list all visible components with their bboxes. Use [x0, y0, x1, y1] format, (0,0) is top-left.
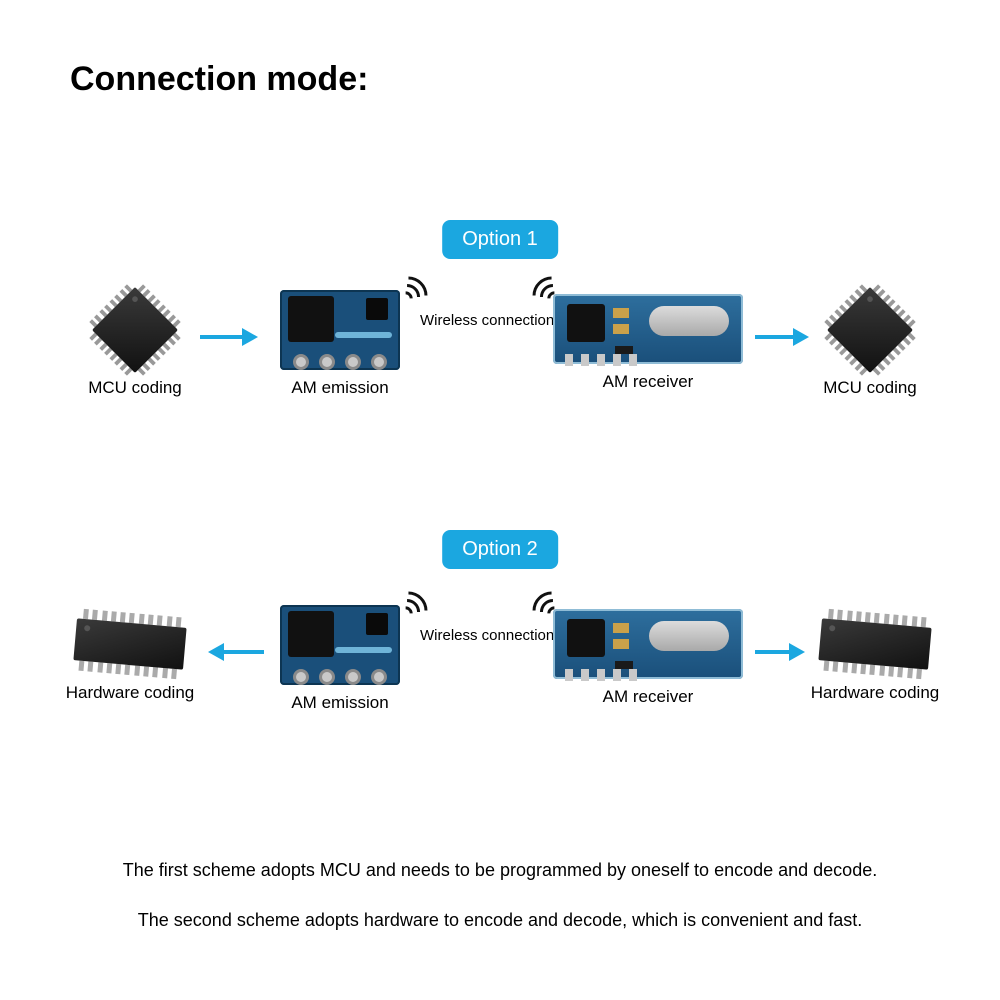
option-1-badge: Option 1	[442, 220, 558, 259]
option2-node-hw-left: Hardware coding	[55, 595, 205, 703]
footer-line-2: The second scheme adopts hardware to enc…	[0, 910, 1000, 931]
chip-qfp-icon	[81, 276, 188, 383]
wireless-connection-label: Wireless connection	[420, 312, 554, 329]
node-label: Hardware coding	[55, 683, 205, 703]
chip-qfp-icon	[816, 276, 923, 383]
footer-line-1: The first scheme adopts MCU and needs to…	[0, 860, 1000, 881]
pcb-receiver-icon	[553, 609, 743, 679]
option-2-row: Hardware coding AM emission Wireless con…	[0, 595, 1000, 765]
wireless-connection-label: Wireless connection	[420, 627, 554, 644]
arrow-right-icon	[755, 328, 809, 346]
option1-node-mcu-right: MCU coding	[810, 280, 930, 398]
option-2-badge: Option 2	[442, 530, 558, 569]
node-label: AM emission	[270, 693, 410, 713]
pcb-transmitter-icon	[280, 290, 400, 370]
option-1-row: MCU coding AM emission Wireless connecti…	[0, 280, 1000, 450]
option1-node-rx: AM receiver	[548, 280, 748, 392]
arrow-right-icon	[200, 328, 258, 346]
chip-soic-icon	[818, 608, 933, 679]
node-label: AM receiver	[548, 687, 748, 707]
option2-node-hw-right: Hardware coding	[800, 595, 950, 703]
pcb-receiver-icon	[553, 294, 743, 364]
node-label: AM receiver	[548, 372, 748, 392]
option2-node-rx: AM receiver	[548, 595, 748, 707]
pcb-transmitter-icon	[280, 605, 400, 685]
node-label: AM emission	[270, 378, 410, 398]
arrow-left-icon	[208, 643, 264, 661]
chip-soic-icon	[73, 608, 188, 679]
node-label: Hardware coding	[800, 683, 950, 703]
option1-node-mcu-left: MCU coding	[75, 280, 195, 398]
arrow-right-icon	[755, 643, 805, 661]
page-title: Connection mode:	[70, 60, 368, 99]
